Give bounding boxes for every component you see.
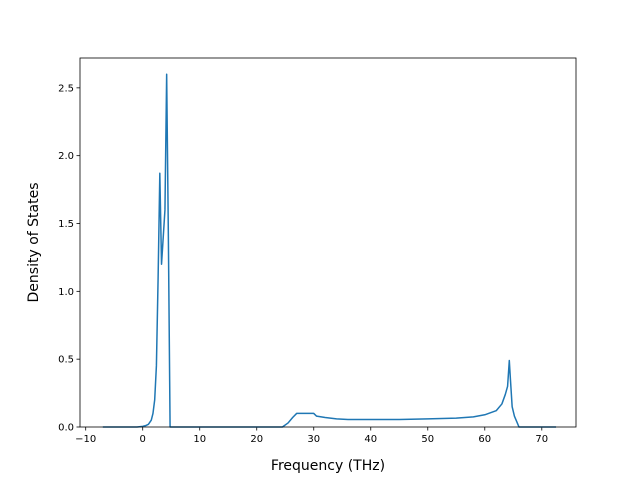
x-tick-label: 20 — [250, 434, 263, 445]
series-layer — [102, 73, 557, 428]
x-tick-label: 50 — [421, 434, 434, 445]
x-tick-label: 60 — [478, 434, 491, 445]
x-tick-label: 0 — [140, 434, 146, 445]
x-tick-label: −10 — [75, 434, 96, 445]
x-tick-label: 10 — [193, 434, 206, 445]
y-tick-label: 1.0 — [58, 287, 74, 298]
y-tick-label: 1.5 — [58, 219, 74, 230]
plot-frame — [79, 57, 577, 428]
x-tick-label: 40 — [364, 434, 377, 445]
x-tick-label: 70 — [535, 434, 548, 445]
y-tick-label: 2.0 — [58, 151, 74, 162]
dos-series-line — [102, 73, 557, 428]
y-axis-label: Density of States — [26, 183, 42, 303]
y-tick-label: 0.0 — [58, 423, 74, 434]
x-tick-label: 30 — [307, 434, 320, 445]
x-axis-label: Frequency (THz) — [271, 458, 385, 474]
y-axis-ticks: 0.0 0.5 1.0 1.5 2.0 2.5 — [58, 83, 80, 434]
y-tick-label: 0.5 — [58, 355, 74, 366]
plot-area — [80, 58, 576, 427]
x-axis-ticks: −10 0 10 20 30 40 50 60 70 — [75, 427, 548, 445]
y-tick-label: 2.5 — [58, 83, 74, 94]
